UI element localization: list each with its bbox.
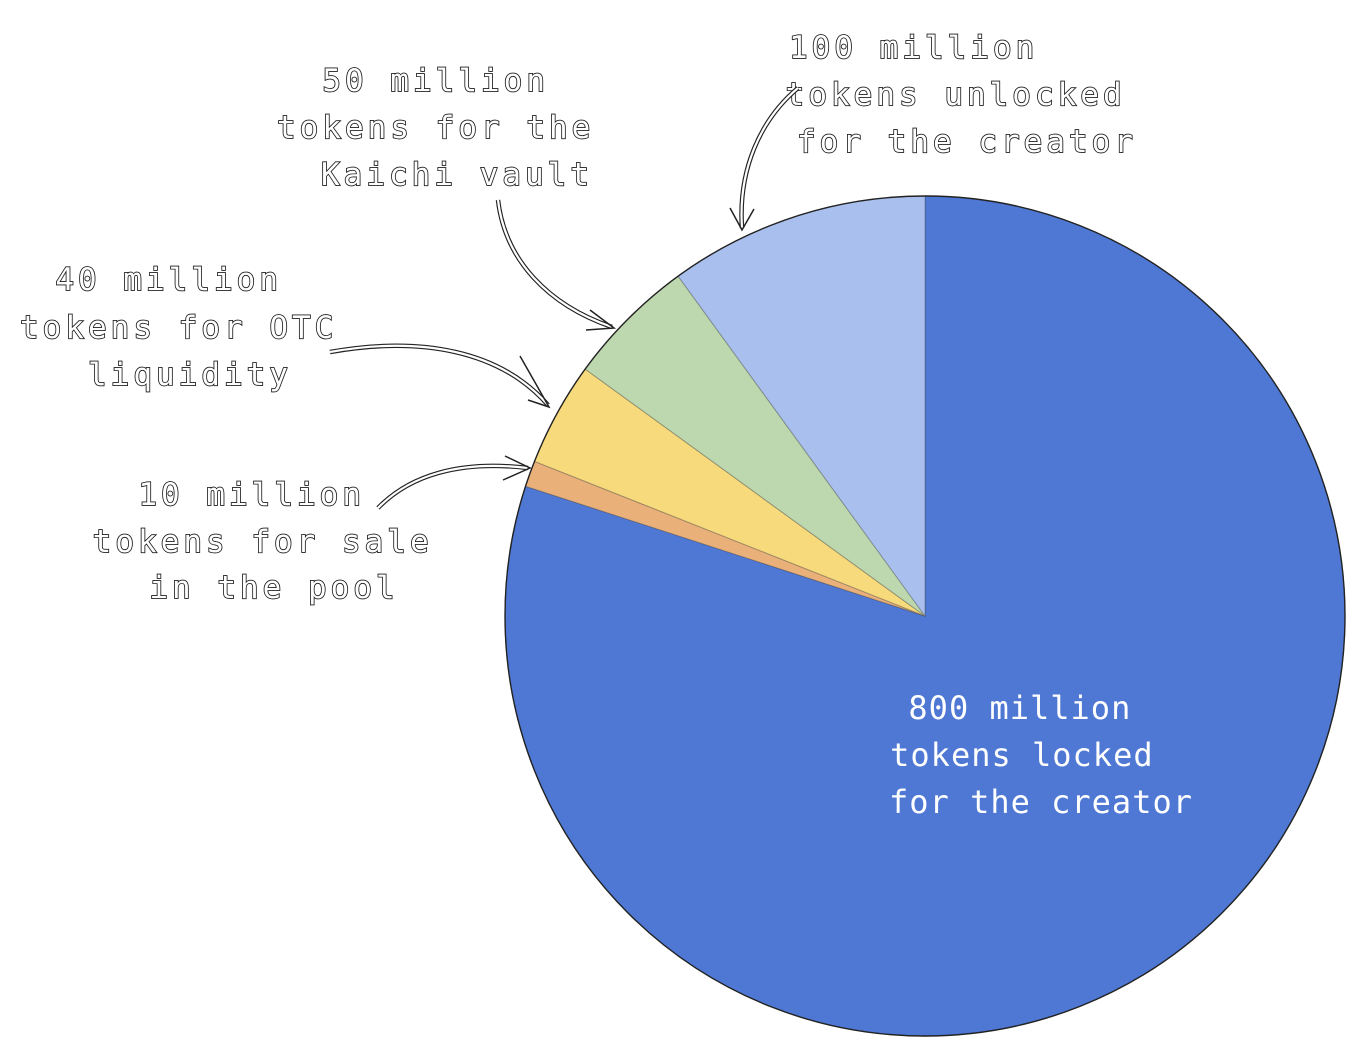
- slice-label-50m-line-1: 50 million: [322, 63, 549, 99]
- slice-label-100m: 100 million tokens unlocked for the crea…: [786, 30, 1149, 160]
- slice-label-10m: 10 million tokens for sale in the pool: [93, 477, 456, 606]
- arrow-50m: [495, 199, 617, 331]
- arrow-100m: [729, 86, 800, 232]
- arrow-10m: [376, 455, 532, 510]
- slice-label-10m-line-1: 10 million: [138, 477, 365, 513]
- slice-label-800m-line-1: 800 million: [908, 689, 1131, 727]
- slice-label-50m-line-2: tokens for the: [277, 110, 594, 146]
- slice-label-800m-line-2: tokens locked: [890, 736, 1153, 774]
- slice-label-50m: 50 million tokens for the Kaichi vault: [277, 63, 617, 193]
- slice-label-40m-line-1: 40 million: [55, 262, 282, 298]
- slice-label-40m: 40 million tokens for OTC liquidity: [20, 262, 360, 393]
- slice-label-10m-line-3: in the pool: [149, 570, 398, 606]
- slice-label-40m-line-2: tokens for OTC: [20, 310, 337, 346]
- slice-label-100m-line-3: for the creator: [797, 124, 1137, 160]
- arrow-40m: [329, 343, 551, 409]
- pie-outline: [504, 195, 1346, 1037]
- slice-label-800m-line-3: for the creator: [889, 783, 1193, 821]
- slice-label-800m: 800 million tokens locked for the creato…: [889, 689, 1193, 821]
- slice-label-100m-line-2: tokens unlocked: [786, 77, 1126, 113]
- pie-slices: [504, 195, 1346, 1037]
- slice-label-40m-line-3: liquidity: [88, 357, 292, 393]
- slice-label-100m-line-1: 100 million: [789, 30, 1038, 66]
- slice-label-50m-line-3: Kaichi vault: [321, 157, 593, 193]
- slice-label-10m-line-2: tokens for sale: [93, 524, 433, 560]
